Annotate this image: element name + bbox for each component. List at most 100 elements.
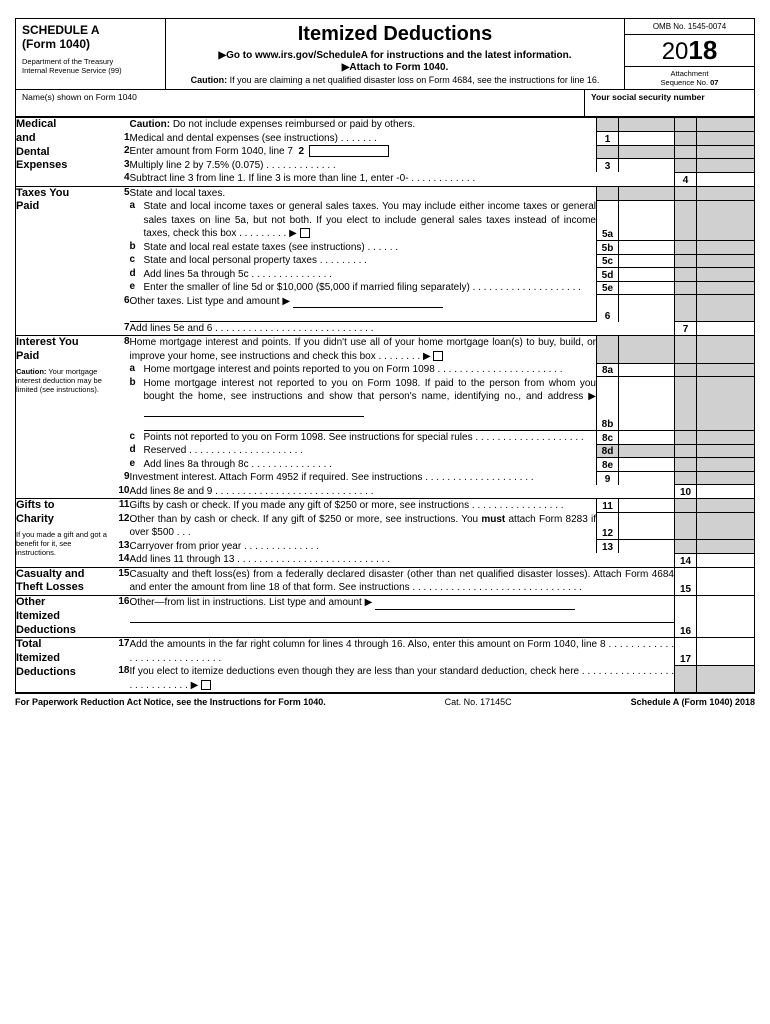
box-3[interactable] (619, 159, 675, 173)
line-15: Casualty and theft loss(es) from a feder… (130, 567, 675, 596)
box-5d-label: 5d (597, 268, 619, 282)
box-10[interactable] (697, 485, 755, 499)
cat-other: OtherItemizedDeductions (16, 596, 114, 638)
box-5e[interactable] (619, 281, 675, 295)
header-center: Itemized Deductions ▶Go to www.irs.gov/S… (166, 19, 624, 89)
gifts-note: If you made a gift and got a benefit for… (16, 530, 114, 557)
box-6-label: 6 (597, 295, 619, 322)
attach-line: ▶Attach to Form 1040. (172, 62, 618, 73)
box-8a[interactable] (619, 363, 675, 377)
box-12[interactable] (619, 513, 675, 540)
box-15-label: 15 (675, 567, 697, 596)
box-5b[interactable] (619, 241, 675, 255)
line-8c-no: c (130, 431, 144, 445)
line-1-no: 1 (114, 132, 130, 146)
header-left: SCHEDULE A (Form 1040) Department of the… (16, 19, 166, 89)
line-10-no: 10 (114, 485, 130, 499)
box-1[interactable] (619, 132, 675, 146)
box-8b[interactable] (619, 377, 675, 431)
cat-total: TotalItemizedDeductions (16, 638, 114, 693)
line-17-no: 17 (114, 638, 130, 666)
department: Department of the Treasury Internal Reve… (22, 57, 159, 75)
line-4: Subtract line 3 from line 1. If line 3 i… (130, 172, 675, 186)
line-14: Add lines 11 through 13 . . . . . . . . … (130, 553, 675, 567)
box-8c[interactable] (619, 431, 675, 445)
inline-box-2[interactable] (309, 145, 389, 157)
box-5a[interactable] (619, 200, 675, 241)
box-5d[interactable] (619, 268, 675, 282)
line-8a-no: a (130, 363, 144, 377)
box-13-label: 13 (597, 540, 619, 554)
line-5e-no: e (130, 281, 144, 295)
box-11[interactable] (619, 499, 675, 513)
box-3-label: 3 (597, 159, 619, 173)
ssn-field-label[interactable]: Your social security number (584, 90, 754, 116)
box-7-label: 7 (675, 322, 697, 336)
line-8-no: 8 (114, 336, 130, 364)
line-8b-input[interactable] (144, 416, 364, 417)
box-4[interactable] (697, 172, 755, 186)
line-8e: Add lines 8a through 8c . . . . . . . . … (144, 458, 597, 472)
line-2: Enter amount from Form 1040, line 7 2 (130, 145, 597, 159)
line-6-input[interactable] (293, 307, 443, 308)
box-17[interactable] (697, 638, 755, 666)
line-9-no: 9 (114, 471, 130, 485)
header-right: OMB No. 1545-0074 2018 Attachment Sequen… (624, 19, 754, 89)
box-14[interactable] (697, 553, 755, 567)
box-16[interactable] (697, 596, 755, 638)
line-16-input[interactable] (375, 609, 575, 610)
line-12-no: 12 (114, 513, 130, 540)
line-7: Add lines 5e and 6 . . . . . . . . . . .… (130, 322, 675, 336)
box-7[interactable] (697, 322, 755, 336)
line-18-no: 18 (114, 665, 130, 693)
line-15-no: 15 (114, 567, 130, 596)
box-6[interactable] (619, 295, 675, 322)
line-16: Other—from list in instructions. List ty… (130, 596, 675, 638)
checkbox-5a[interactable] (300, 228, 310, 238)
box-11-label: 11 (597, 499, 619, 513)
line-13: Carryover from prior year . . . . . . . … (130, 540, 597, 554)
line-5a-no: a (130, 200, 144, 241)
box-8b-label: 8b (597, 377, 619, 431)
box-8d (619, 444, 675, 458)
name-row: Name(s) shown on Form 1040 Your social s… (15, 90, 755, 117)
box-8d-label: 8d (597, 444, 619, 458)
line-7-no: 7 (114, 322, 130, 336)
line-13-no: 13 (114, 540, 130, 554)
name-field-label[interactable]: Name(s) shown on Form 1040 (16, 90, 584, 116)
box-8e[interactable] (619, 458, 675, 472)
line-6: Other taxes. List type and amount ▶ (130, 295, 597, 322)
line-11: Gifts by cash or check. If you made any … (130, 499, 597, 513)
line-8d: Reserved . . . . . . . . . . . . . . . .… (144, 444, 597, 458)
footer: For Paperwork Reduction Act Notice, see … (15, 693, 755, 707)
footer-left: For Paperwork Reduction Act Notice, see … (15, 697, 326, 707)
line-18: If you elect to itemize deductions even … (130, 665, 675, 693)
line-5b-no: b (130, 241, 144, 255)
form-number: (Form 1040) (22, 37, 159, 51)
line-5e: Enter the smaller of line 5d or $10,000 … (144, 281, 597, 295)
schedule-label: SCHEDULE A (22, 23, 159, 37)
checkbox-18[interactable] (201, 680, 211, 690)
box-10-label: 10 (675, 485, 697, 499)
line-11-no: 11 (114, 499, 130, 513)
line-3: Multiply line 2 by 7.5% (0.075) . . . . … (130, 159, 597, 173)
box-5e-label: 5e (597, 281, 619, 295)
goto-line: ▶Go to www.irs.gov/ScheduleA for instruc… (172, 50, 618, 61)
line-5c: State and local personal property taxes … (144, 254, 597, 268)
box-8e-label: 8e (597, 458, 619, 472)
cat-taxes: Taxes YouPaid (16, 186, 114, 336)
box-5a-label: 5a (597, 200, 619, 241)
box-15[interactable] (697, 567, 755, 596)
footer-center: Cat. No. 17145C (445, 697, 512, 707)
line-8d-no: d (130, 444, 144, 458)
line-10: Add lines 8e and 9 . . . . . . . . . . .… (130, 485, 675, 499)
box-13[interactable] (619, 540, 675, 554)
box-14-label: 14 (675, 553, 697, 567)
box-16-label: 16 (675, 596, 697, 638)
omb-number: OMB No. 1545-0074 (625, 19, 754, 35)
line-5a: State and local income taxes or general … (144, 200, 597, 241)
checkbox-8[interactable] (433, 351, 443, 361)
line-5: State and local taxes. (130, 186, 597, 200)
box-9[interactable] (619, 471, 675, 485)
box-5c[interactable] (619, 254, 675, 268)
